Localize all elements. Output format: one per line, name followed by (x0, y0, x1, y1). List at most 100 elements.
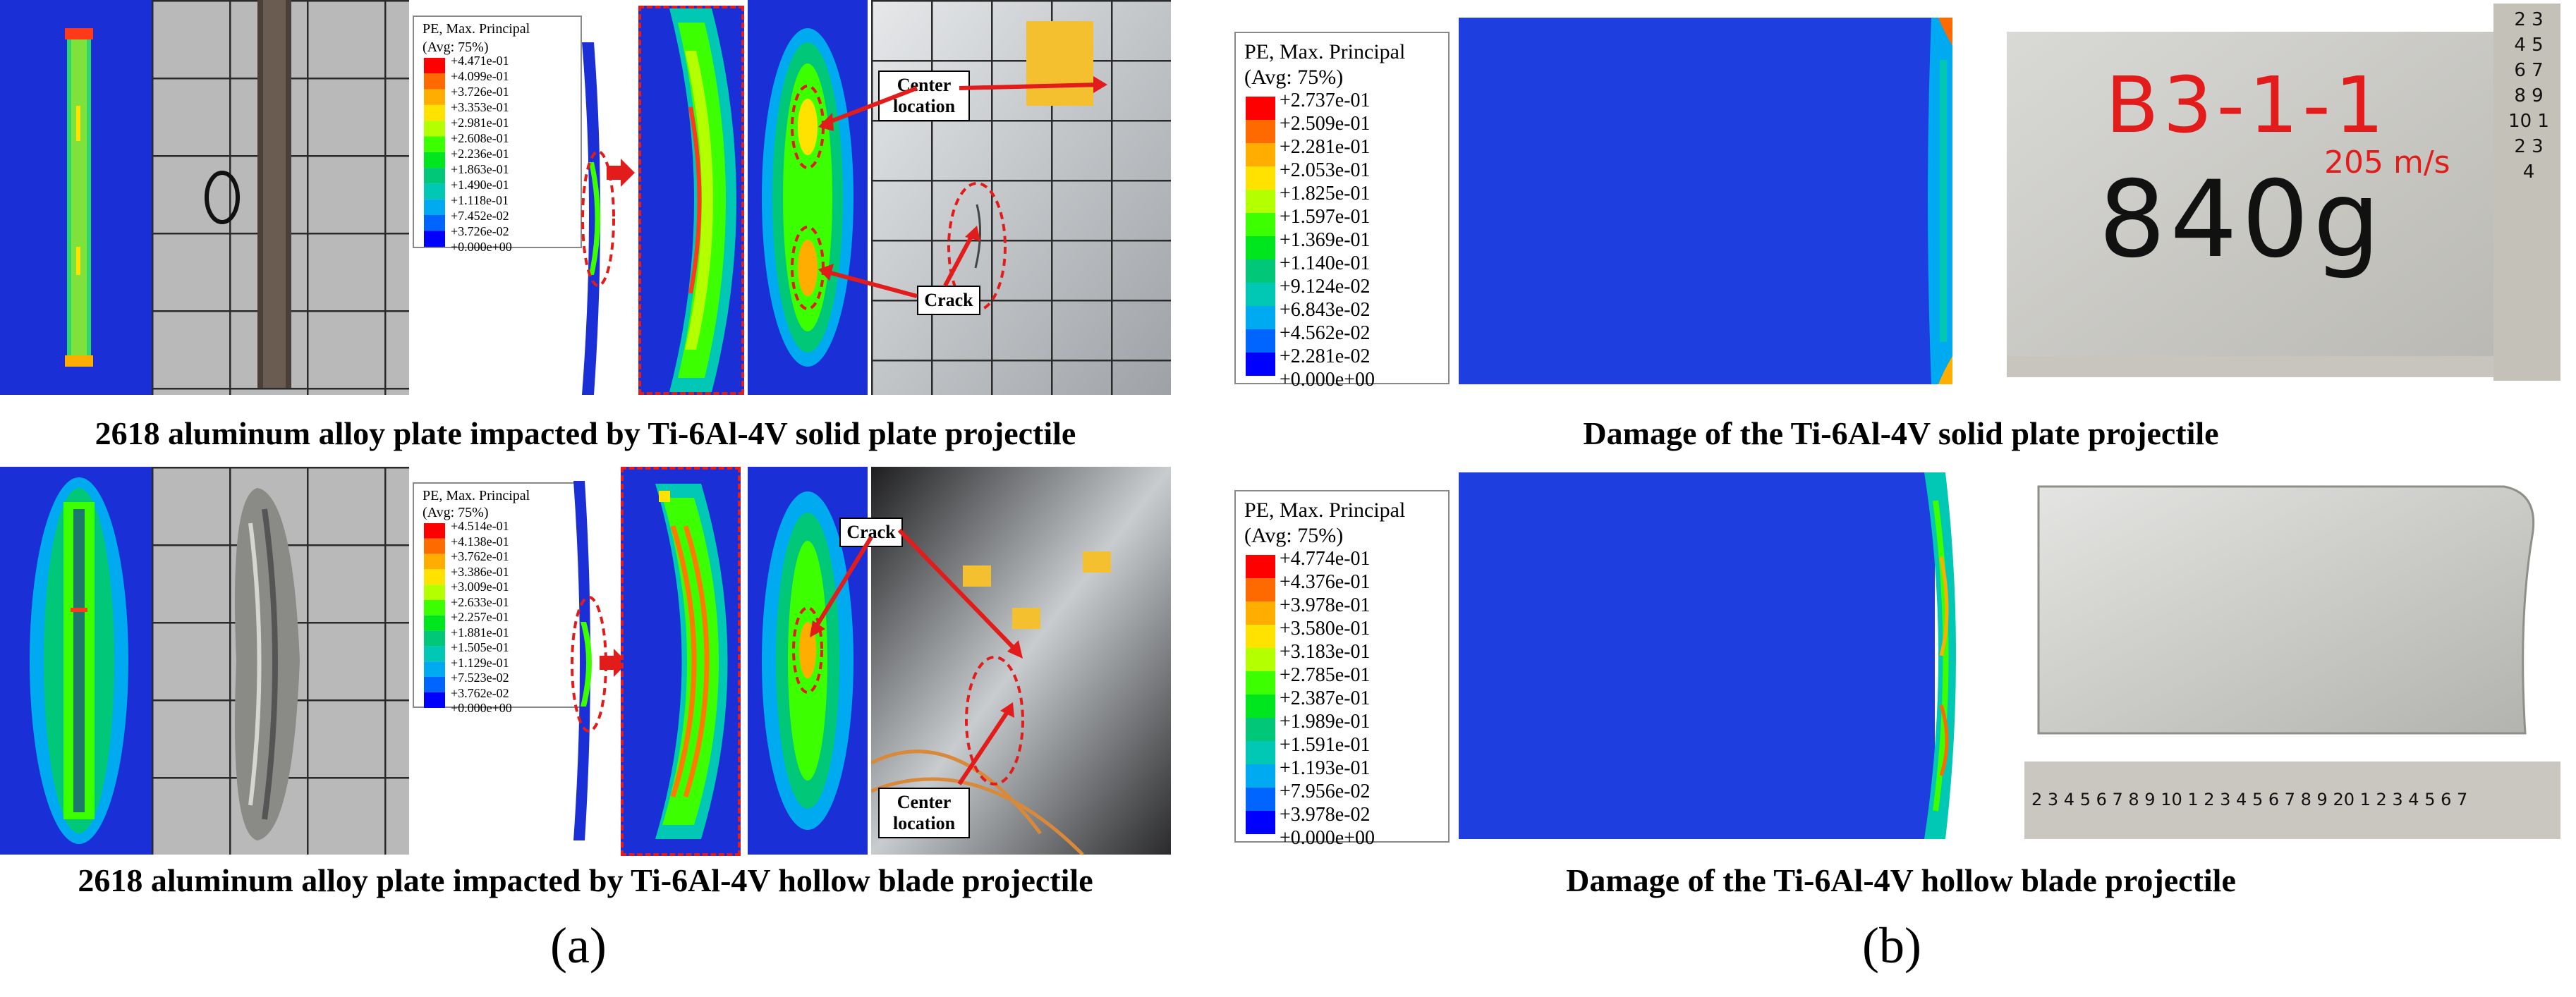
ruler-vertical: 2 3 4 5 6 7 8 9 10 1 2 3 4 (2508, 9, 2549, 183)
caption-a-top: 2618 aluminum alloy plate impacted by Ti… (95, 415, 1076, 451)
legend-value: +3.726e-02 (451, 224, 509, 238)
panel-a-bottom-row: PE, Max. Principal (Avg: 75%) +4.514e-01… (0, 467, 1171, 856)
legend-title: PE, Max. Principal (1244, 498, 1406, 522)
callout-arrows (810, 528, 1023, 785)
legend-value: +2.387e-01 (1280, 687, 1371, 709)
legend-title: PE, Max. Principal (423, 488, 530, 503)
legend-value: +3.353e-01 (451, 100, 509, 114)
fe-projectile-solid-plate (1459, 18, 1952, 384)
photo-impacted-plate-hollow (152, 467, 409, 855)
fe-zoom-box-solid (638, 6, 744, 395)
legend-value: +3.726e-01 (451, 85, 509, 99)
legend-value: +2.981e-01 (451, 116, 509, 130)
legend-subtitle: (Avg: 75%) (1244, 524, 1344, 547)
legend-color-bar (1246, 97, 1275, 376)
callout-center-location: Center location (878, 788, 970, 838)
legend-value: +3.580e-01 (1280, 618, 1371, 640)
legend-value: +4.471e-01 (451, 54, 509, 68)
photo-projectile-solid-plate: B3-1-1 205 m/s 840g 2 3 4 5 6 7 8 9 10 1… (1993, 4, 2564, 384)
panel-a-top-row: PE, Max. Principal (Avg: 75%) +4.471e-01… (0, 0, 1171, 395)
legend-value: +1.881e-01 (451, 625, 509, 640)
legend-color-bar (424, 523, 445, 708)
legend-value: +2.509e-01 (1280, 113, 1371, 135)
legend-value: +4.376e-01 (1280, 571, 1371, 593)
photo-target-plate-solid (871, 0, 1171, 395)
legend-value: +4.774e-01 (1280, 548, 1371, 570)
legend-value: +3.978e-01 (1280, 594, 1371, 616)
legend-value: +3.183e-01 (1280, 641, 1371, 663)
legend-value: +2.633e-01 (451, 594, 509, 609)
legend-value: +2.608e-01 (451, 131, 509, 145)
legend-value: +1.597e-01 (1280, 206, 1371, 228)
fe-projectile-hollow-blade (1459, 472, 1960, 839)
legend-value: +3.386e-01 (451, 564, 509, 579)
legend-color-bar (424, 58, 445, 247)
legend-value: +2.257e-01 (451, 610, 509, 624)
legend-value: +0.000e+00 (451, 701, 512, 715)
legend-value: +1.591e-01 (1280, 734, 1371, 756)
callout-arrows (818, 76, 1107, 298)
legend-subtitle: (Avg: 75%) (1244, 66, 1344, 89)
callout-crack: Crack (917, 286, 980, 315)
caption-b-top: Damage of the Ti-6Al-4V solid plate proj… (1583, 415, 2219, 451)
callout-center-location: Center location (878, 71, 970, 121)
legend-value: +2.737e-01 (1280, 90, 1371, 111)
legend-value: +0.000e+00 (451, 240, 512, 254)
photo-impacted-plate-solid (152, 0, 409, 395)
legend-subtitle: (Avg: 75%) (423, 505, 489, 520)
legend-value: +1.863e-01 (451, 162, 509, 176)
legend-value: +7.452e-02 (451, 209, 509, 223)
arrow-right-icon (607, 159, 635, 187)
fe-deformed-strip-solid (578, 42, 635, 395)
legend-value: +1.129e-01 (451, 655, 509, 670)
legend-value: +1.140e-01 (1280, 252, 1371, 274)
contour-legend-a-top: PE, Max. Principal (Avg: 75%) +4.471e-01… (413, 16, 582, 254)
caption-a-bottom: 2618 aluminum alloy plate impacted by Ti… (78, 862, 1093, 898)
legend-value: +7.523e-02 (451, 671, 509, 685)
legend-value: +3.762e-02 (451, 685, 509, 700)
plate-marking-mass: 840g (2098, 159, 2385, 281)
legend-value: +2.053e-01 (1280, 159, 1371, 181)
legend-value: +1.193e-01 (1280, 757, 1371, 779)
contour-legend-b-top: PE, Max. Principal (Avg: 75%) +2.737e-01… (1234, 32, 1450, 391)
plate-marking-id: B3-1-1 (2106, 60, 2388, 150)
legend-value: +3.009e-01 (451, 580, 509, 594)
legend-value: +3.762e-01 (451, 549, 509, 563)
legend-value: +1.989e-01 (1280, 711, 1371, 733)
legend-value: +1.490e-01 (451, 178, 509, 192)
legend-title: PE, Max. Principal (1244, 40, 1406, 63)
contour-legend-b-bottom: PE, Max. Principal (Avg: 75%) +4.774e-01… (1234, 490, 1450, 849)
legend-value: +2.236e-01 (451, 147, 509, 161)
fe-plate-cross-section-hollow (0, 467, 152, 855)
caption-b-bottom: Damage of the Ti-6Al-4V hollow blade pro… (1566, 862, 2236, 898)
ruler-horizontal: 2 3 4 5 6 7 8 9 10 1 2 3 4 5 6 7 8 9 20 … (2031, 790, 2468, 809)
legend-value: +1.505e-01 (451, 640, 509, 654)
panel-label-b: (b) (1862, 917, 1921, 974)
legend-value: +1.825e-01 (1280, 183, 1371, 204)
callout-crack: Crack (839, 518, 903, 547)
legend-value: +1.369e-01 (1280, 229, 1371, 251)
legend-value: +4.562e-02 (1280, 322, 1371, 344)
legend-value: +4.138e-01 (451, 534, 509, 549)
fe-plate-cross-section-solid (0, 0, 152, 395)
legend-value: +2.281e-02 (1280, 345, 1371, 367)
legend-color-bar (1246, 555, 1275, 834)
photo-projectile-hollow-blade: 2 3 4 5 6 7 8 9 10 1 2 3 4 5 6 7 8 9 20 … (2024, 479, 2560, 846)
contour-legend-a-bottom: PE, Max. Principal (Avg: 75%) +4.514e-01… (413, 482, 582, 715)
legend-value: +6.843e-02 (1280, 299, 1371, 321)
legend-value: +0.000e+00 (1280, 369, 1375, 391)
legend-subtitle: (Avg: 75%) (423, 39, 489, 55)
legend-value: +2.785e-01 (1280, 664, 1371, 686)
legend-value: +3.978e-02 (1280, 804, 1371, 826)
legend-value: +1.118e-01 (451, 193, 509, 207)
legend-value: +2.281e-01 (1280, 136, 1371, 158)
legend-value: +7.956e-02 (1280, 781, 1371, 802)
plate-marking-speed: 205 m/s (2324, 145, 2450, 181)
legend-value: +4.099e-01 (451, 69, 509, 83)
fe-zoom-box-hollow (621, 467, 741, 856)
legend-title: PE, Max. Principal (423, 21, 530, 37)
legend-value: +4.514e-01 (451, 519, 509, 533)
legend-value: +9.124e-02 (1280, 276, 1371, 298)
panel-label-a: (a) (550, 917, 607, 974)
legend-value: +0.000e+00 (1280, 827, 1375, 849)
